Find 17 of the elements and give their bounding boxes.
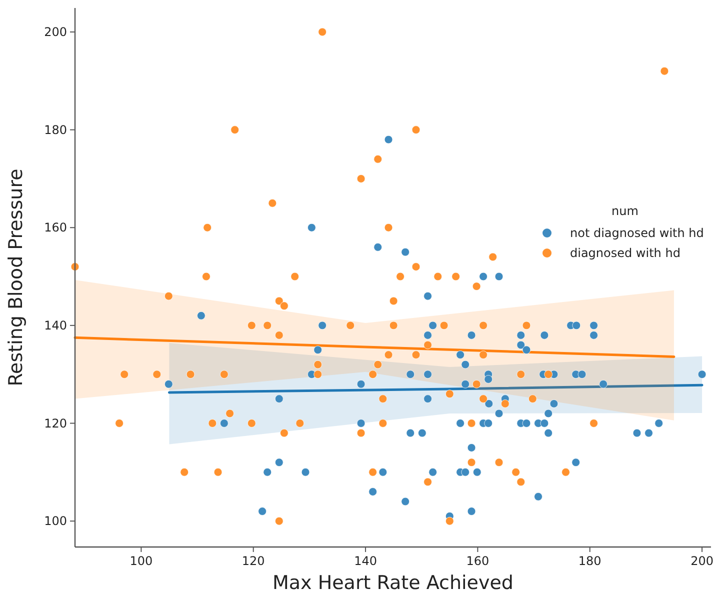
- legend-label: diagnosed with hd: [570, 246, 680, 260]
- y-tick-label: 120: [44, 416, 67, 430]
- legend-title: num: [612, 204, 638, 218]
- x-tick-label: 180: [578, 554, 602, 568]
- legend-label: not diagnosed with hd: [570, 226, 704, 240]
- x-tick-label: 200: [690, 554, 714, 568]
- x-tick-label: 160: [466, 554, 490, 568]
- x-tick-label: 100: [130, 554, 153, 568]
- y-tick-label: 200: [44, 24, 67, 39]
- x-tick-label: 120: [242, 554, 265, 568]
- x-axis-title: Max Heart Rate Achieved: [272, 572, 514, 594]
- y-tick-label: 100: [44, 514, 67, 528]
- y-tick-label: 180: [44, 122, 67, 137]
- y-axis-title: Resting Blood Pressure: [5, 168, 27, 386]
- y-tick-label: 160: [44, 220, 67, 235]
- x-tick-label: 140: [354, 554, 377, 568]
- y-tick-label: 140: [44, 318, 67, 332]
